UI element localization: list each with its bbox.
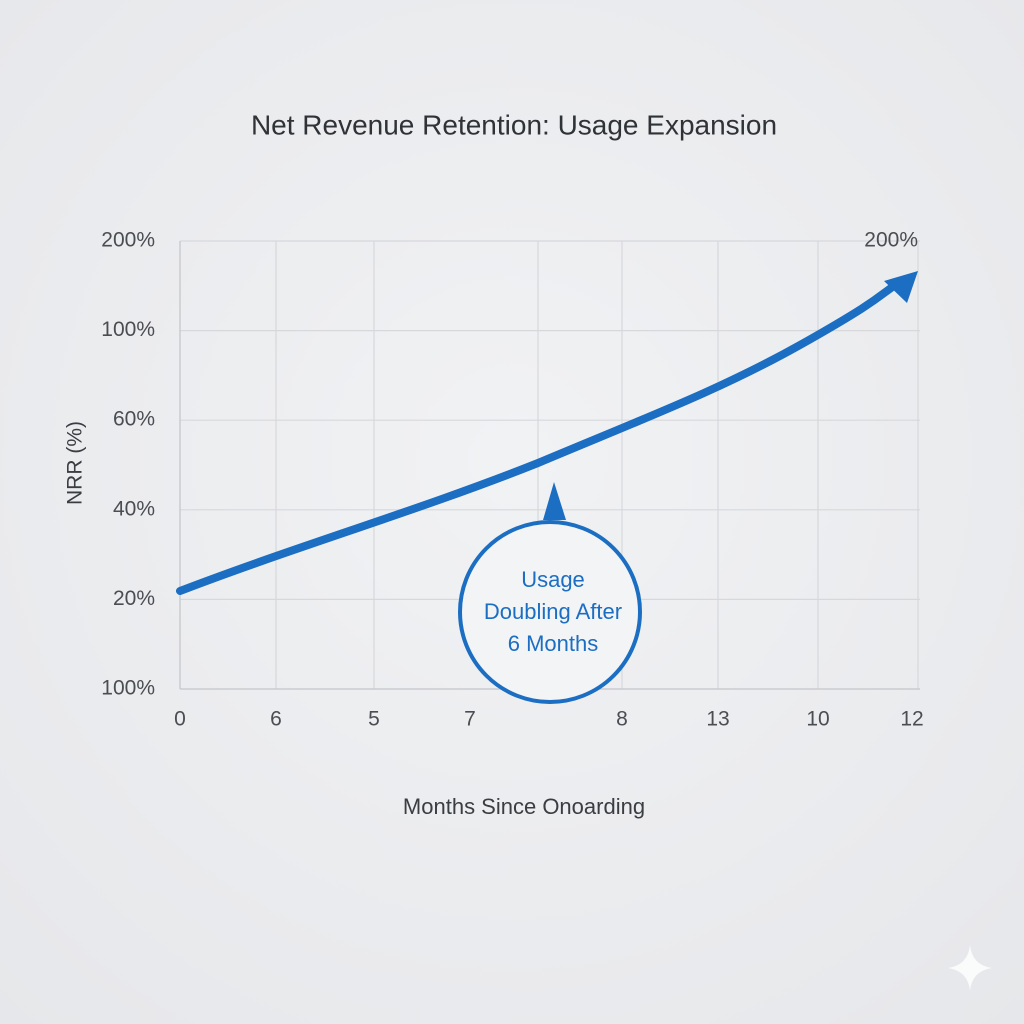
- y-tick-label: 20%: [113, 587, 155, 610]
- annotation-circle: [458, 520, 642, 704]
- chart-title: Net Revenue Retention: Usage Expansion: [251, 109, 777, 140]
- x-tick-label: 13: [706, 708, 729, 731]
- x-tick-label: 10: [806, 708, 829, 731]
- x-tick-label: 5: [368, 708, 380, 731]
- annotation: Usage Doubling After 6 Months: [484, 567, 622, 656]
- x-tick-label: 6: [270, 708, 282, 731]
- nrr-line: [176, 279, 902, 595]
- y-tick-label: 100%: [101, 318, 155, 341]
- x-axis-title: Months Since Onoarding: [403, 794, 645, 819]
- annotation-text: 6 Months: [508, 631, 599, 656]
- annotation-pointer: [543, 482, 566, 520]
- x-tick-label: 8: [616, 708, 628, 731]
- end-label: 200%: [864, 229, 918, 252]
- annotation-text: Doubling After: [484, 599, 622, 624]
- x-tick-label: 7: [464, 708, 476, 731]
- sparkle: [948, 945, 992, 991]
- arrowhead: [884, 271, 918, 303]
- x-tick-label: 0: [174, 708, 186, 731]
- annotation-text: Usage: [521, 567, 585, 592]
- y-tick-label: 40%: [113, 497, 155, 520]
- y-tick-label: 100%: [101, 677, 155, 700]
- y-tick-label: 200%: [101, 229, 155, 252]
- y-tick-label: 60%: [113, 408, 155, 431]
- y-axis-title: NRR (%): [64, 421, 87, 505]
- x-tick-label: 12: [900, 708, 923, 731]
